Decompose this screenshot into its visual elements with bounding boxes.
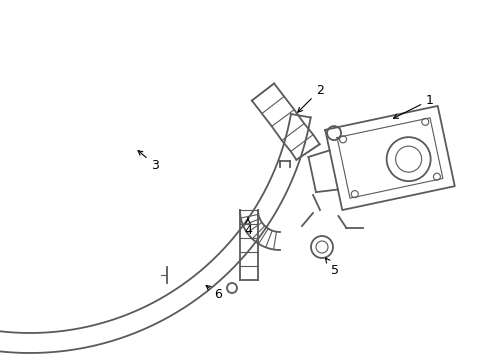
Text: 2: 2 bbox=[297, 84, 323, 112]
Text: 3: 3 bbox=[138, 150, 159, 171]
Text: 4: 4 bbox=[244, 218, 251, 237]
Text: 6: 6 bbox=[206, 285, 222, 302]
Text: 1: 1 bbox=[393, 94, 433, 118]
Text: 5: 5 bbox=[325, 258, 338, 276]
